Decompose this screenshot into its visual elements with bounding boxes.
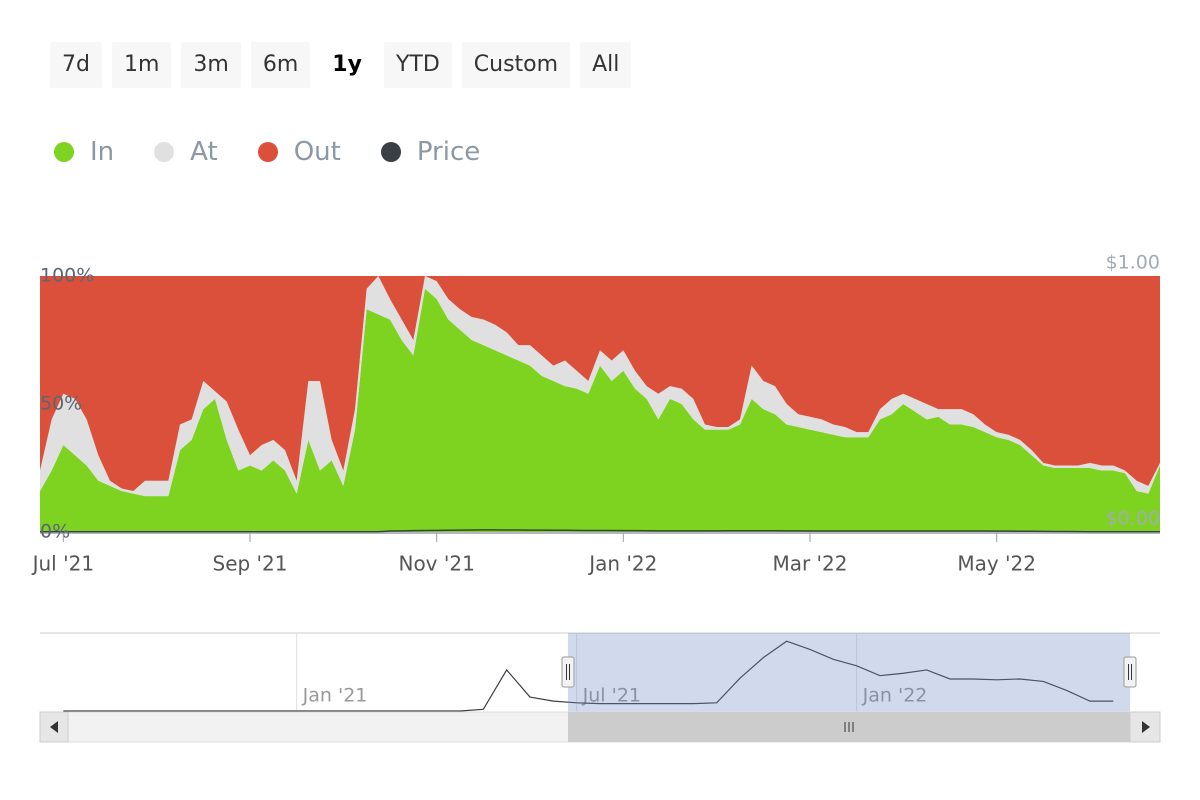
navigator-line [63, 640, 1114, 712]
area-series [40, 276, 1160, 492]
navigator-handle[interactable] [1123, 656, 1137, 688]
legend-item[interactable]: In [54, 130, 114, 174]
x-tick-label: Jul '21 [31, 552, 94, 576]
range-button[interactable]: YTD [383, 42, 452, 88]
main-plot: 0% 50% 100% $0.00 $1.00 Jul '21 Sep '21 Nov '21… [31, 252, 1160, 576]
y-tick-label: 0% [40, 521, 70, 543]
navigator-overlay [39, 633, 1161, 743]
area-series [40, 288, 1160, 532]
range-button[interactable]: All [580, 42, 632, 88]
price-line [40, 529, 1160, 533]
navigator-x-label: Jul '21 [582, 685, 641, 707]
legend-swatch [154, 142, 175, 162]
x-tick-label: Nov '21 [398, 552, 474, 576]
y-tick-label: 50% [40, 393, 82, 415]
x-tick-label: Jan '22 [587, 552, 657, 576]
navigator-mask [568, 633, 1130, 712]
legend-label: At [190, 137, 218, 167]
legend-item[interactable]: At [154, 130, 218, 174]
legend-label: Out [293, 137, 341, 167]
range-button[interactable]: 1m [111, 42, 172, 88]
arrow-left [50, 721, 58, 733]
x-tick-label: Mar '22 [772, 552, 847, 576]
legend-item[interactable]: Price [380, 130, 481, 174]
range-button[interactable]: 6m [250, 42, 311, 88]
navigator-handle[interactable] [561, 656, 575, 688]
range-button[interactable]: 7d [50, 42, 102, 88]
area-series [40, 276, 1160, 497]
legend-label: In [90, 137, 115, 167]
y-tick-label: 100% [40, 265, 94, 287]
scrollbar-right-button[interactable] [1129, 711, 1161, 743]
legend-swatch [54, 142, 74, 162]
x-tick-label: Sep '21 [213, 552, 288, 576]
range-selector: 7d 1m 3m 6m 1y YTD Custom All [50, 42, 632, 88]
legend-swatch [380, 142, 401, 162]
y2-tick-label: $0.00 [1106, 508, 1160, 530]
legend-label: Price [416, 137, 481, 167]
arrow-right [1142, 721, 1150, 733]
range-button[interactable]: Custom [461, 42, 571, 88]
navigator: Jan '21 Jul '21 Jan '22 [40, 632, 1160, 712]
range-button[interactable]: 3m [181, 42, 241, 88]
navigator-x-label: Jan '21 [302, 685, 368, 707]
x-tick-label: May '22 [957, 552, 1036, 576]
range-button[interactable]: 1y [320, 42, 374, 88]
y2-tick-label: $1.00 [1106, 252, 1160, 274]
legend: In At Out Price [54, 130, 480, 174]
navigator-x-label: Jan '22 [862, 685, 928, 707]
legend-swatch [257, 142, 278, 162]
legend-item[interactable]: Out [257, 130, 341, 174]
